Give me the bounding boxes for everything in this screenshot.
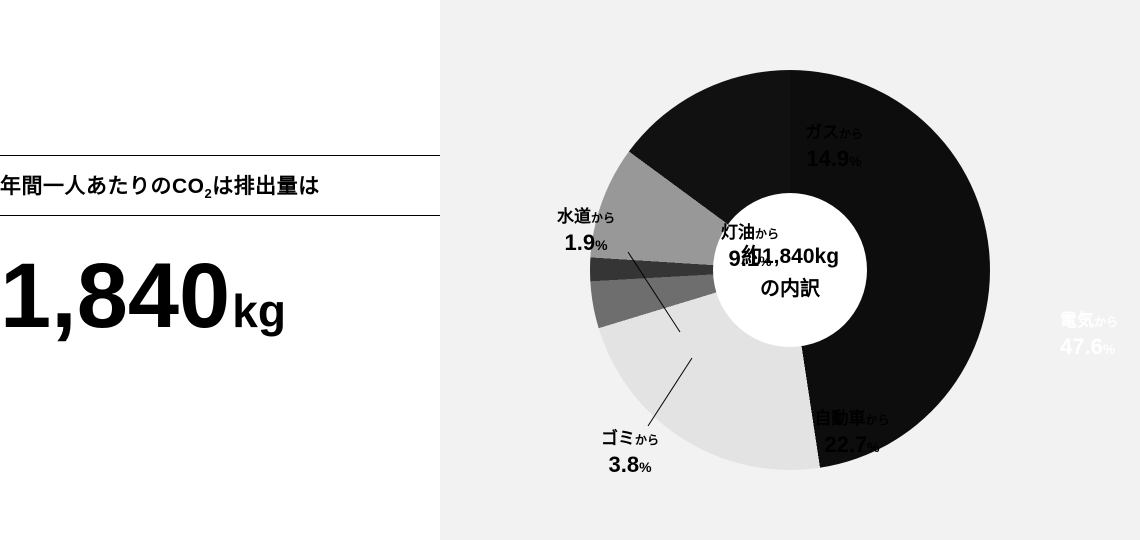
slice-label-kerosene: 灯油から9.1% xyxy=(721,222,779,273)
caption-pre: 年間一人あたりのCO xyxy=(0,175,205,198)
headline-value: 1,840 kg xyxy=(0,250,440,342)
caption-post: は排出量は xyxy=(212,175,320,198)
headline-unit: kg xyxy=(232,288,286,334)
slice-label-gas: ガスから14.9% xyxy=(805,122,863,173)
left-panel: 年間一人あたりのCO2は排出量は 1,840 kg xyxy=(0,0,440,540)
center-line-2: の内訳 xyxy=(760,272,820,301)
chart-panel: 約1,840kg の内訳 電気から47.6%自動車から22.7%ゴミから3.8%… xyxy=(440,0,1140,540)
headline-number: 1,840 xyxy=(0,250,230,342)
slice-label-trash: ゴミから3.8% xyxy=(601,428,659,479)
caption-line: 年間一人あたりのCO2は排出量は xyxy=(0,155,440,216)
slice-label-electricity: 電気から47.6% xyxy=(1060,310,1118,361)
slice-label-car: 自動車から22.7% xyxy=(814,408,889,459)
donut-container: 約1,840kg の内訳 電気から47.6%自動車から22.7%ゴミから3.8%… xyxy=(590,70,990,470)
slice-label-water: 水道から1.9% xyxy=(557,206,615,257)
